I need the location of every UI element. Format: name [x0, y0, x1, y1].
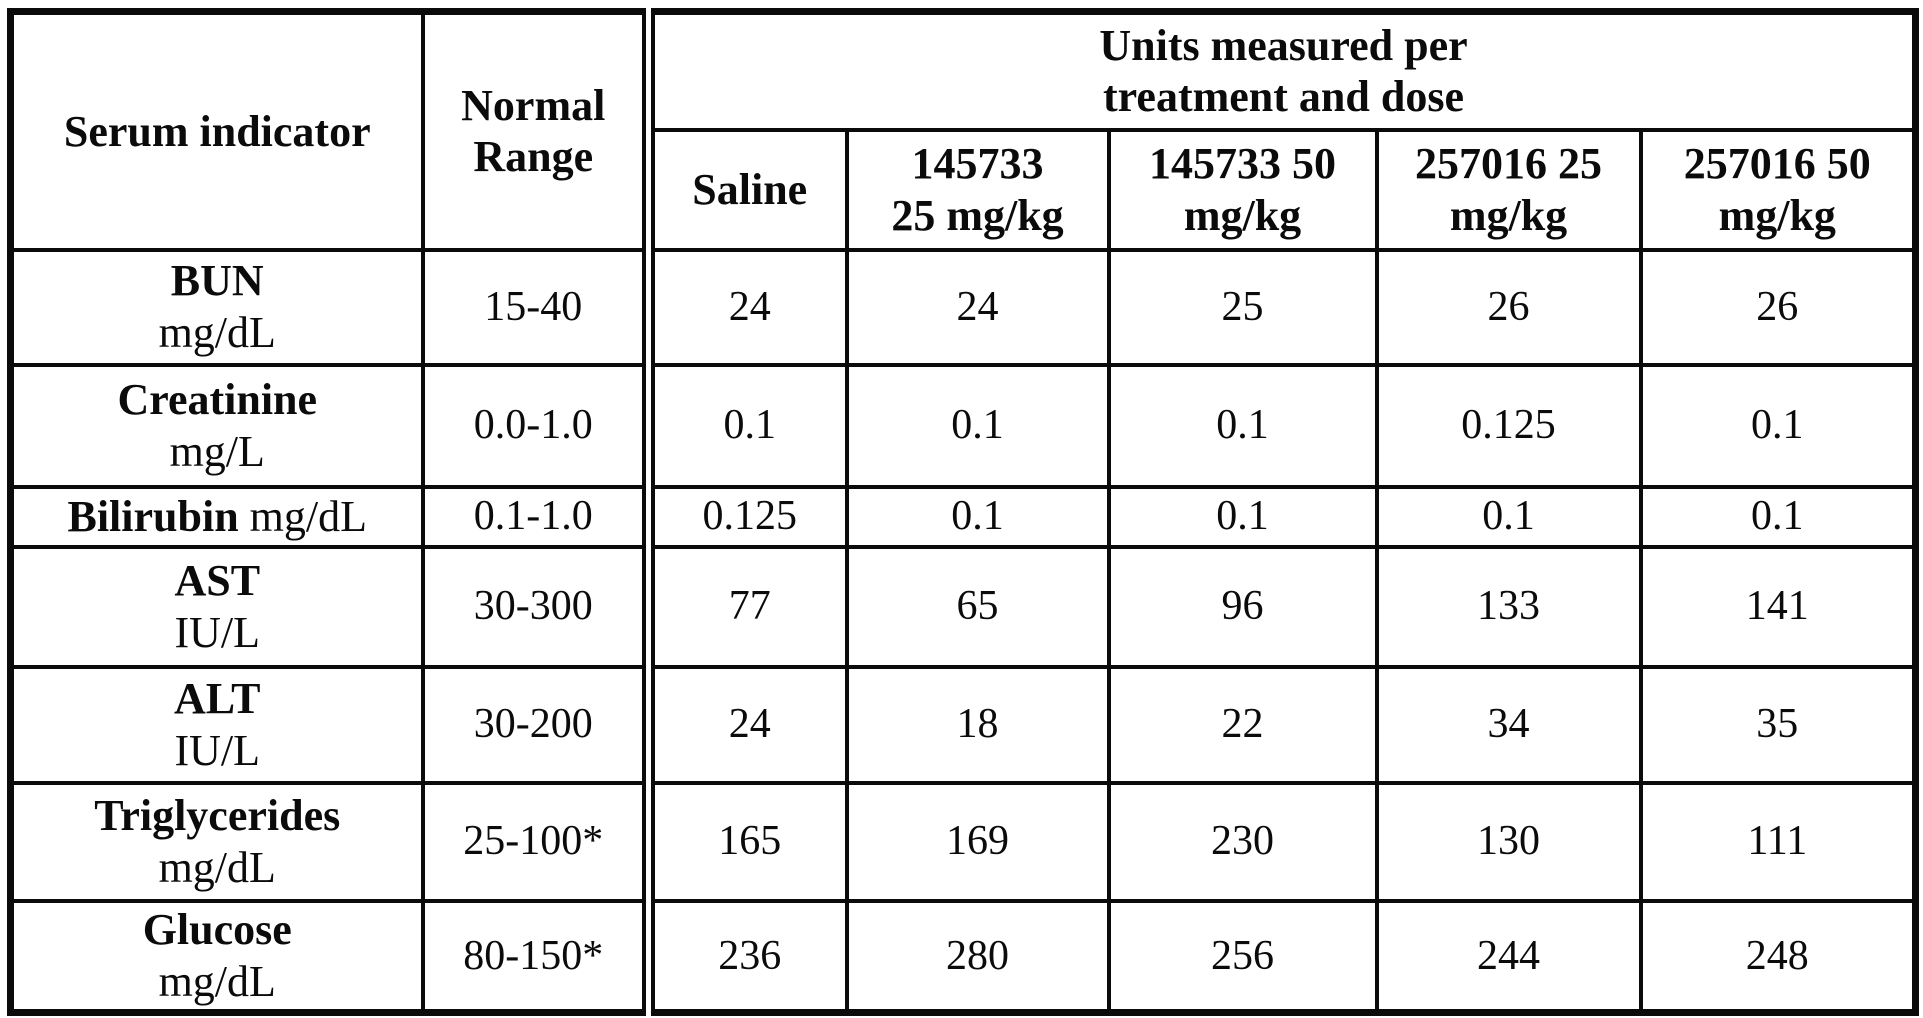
value-alt-145733-25: 18: [844, 664, 1111, 785]
header-units-line1: Units measured per: [1099, 21, 1468, 71]
value-bun-saline: 24: [642, 247, 849, 367]
header-units-line2: treatment and dose: [1103, 72, 1464, 122]
value-bilirubin-saline: 0.125: [642, 484, 849, 549]
value-ast-257016-25: 133: [1374, 544, 1643, 669]
value-alt-saline: 24: [642, 664, 849, 785]
row-label-glucose: Glucose mg/dL: [8, 898, 425, 1015]
value-bun-257016-50: 26: [1638, 247, 1918, 367]
value-creatinine-saline: 0.1: [642, 362, 849, 489]
value-creatinine-257016-50: 0.1: [1638, 362, 1918, 489]
value-ast-saline: 77: [642, 544, 849, 669]
header-treatment-145733-50: 145733 50 mg/kg: [1106, 127, 1379, 252]
value-creatinine-145733-25: 0.1: [844, 362, 1111, 489]
normal-range-glucose: 80-150*: [420, 898, 651, 1015]
value-glucose-145733-25: 280: [844, 898, 1111, 1015]
table-row-bilirubin: Bilirubin mg/dL 0.1-1.0 0.125 0.1 0.1 0.…: [8, 484, 1918, 549]
value-bilirubin-145733-50: 0.1: [1106, 484, 1379, 549]
header-serum-indicator: Serum indicator: [8, 9, 425, 252]
value-glucose-257016-25: 244: [1374, 898, 1643, 1015]
row-label-alt: ALT IU/L: [8, 664, 425, 785]
header-treatment-257016-25: 257016 25 mg/kg: [1374, 127, 1643, 252]
normal-range-ast: 30-300: [420, 544, 651, 669]
value-alt-257016-25: 34: [1374, 664, 1643, 785]
value-glucose-saline: 236: [642, 898, 849, 1015]
value-triglycerides-145733-50: 230: [1106, 780, 1379, 903]
header-treatment-saline: Saline: [642, 127, 849, 252]
value-glucose-257016-50: 248: [1638, 898, 1918, 1015]
value-bilirubin-257016-25: 0.1: [1374, 484, 1643, 549]
table-row-glucose: Glucose mg/dL 80-150* 236 280 256 244 24…: [8, 898, 1918, 1015]
row-label-bun: BUN mg/dL: [8, 247, 425, 367]
value-triglycerides-saline: 165: [642, 780, 849, 903]
table-row-ast: AST IU/L 30-300 77 65 96 133 141: [8, 544, 1918, 669]
value-bun-257016-25: 26: [1374, 247, 1643, 367]
value-alt-257016-50: 35: [1638, 664, 1918, 785]
table-row-bun: BUN mg/dL 15-40 24 24 25 26 26: [8, 247, 1918, 367]
normal-range-creatinine: 0.0-1.0: [420, 362, 651, 489]
value-triglycerides-257016-25: 130: [1374, 780, 1643, 903]
value-ast-145733-50: 96: [1106, 544, 1379, 669]
header-normal-range: Normal Range: [420, 9, 651, 252]
row-label-triglycerides: Triglycerides mg/dL: [8, 780, 425, 903]
normal-range-bilirubin: 0.1-1.0: [420, 484, 651, 549]
value-glucose-145733-50: 256: [1106, 898, 1379, 1015]
value-bun-145733-50: 25: [1106, 247, 1379, 367]
row-label-ast: AST IU/L: [8, 544, 425, 669]
value-creatinine-257016-25: 0.125: [1374, 362, 1643, 489]
value-ast-145733-25: 65: [844, 544, 1111, 669]
table-row-alt: ALT IU/L 30-200 24 18 22 34 35: [8, 664, 1918, 785]
header-treatment-257016-50: 257016 50 mg/kg: [1638, 127, 1918, 252]
value-ast-257016-50: 141: [1638, 544, 1918, 669]
table-row-creatinine: Creatinine mg/L 0.0-1.0 0.1 0.1 0.1 0.12…: [8, 362, 1918, 489]
normal-range-triglycerides: 25-100*: [420, 780, 651, 903]
row-label-bilirubin: Bilirubin mg/dL: [8, 484, 425, 549]
value-alt-145733-50: 22: [1106, 664, 1379, 785]
value-bilirubin-145733-25: 0.1: [844, 484, 1111, 549]
table-row-triglycerides: Triglycerides mg/dL 25-100* 165 169 230 …: [8, 780, 1918, 903]
normal-range-alt: 30-200: [420, 664, 651, 785]
value-bun-145733-25: 24: [844, 247, 1111, 367]
serum-indicator-table: Serum indicator Normal Range Units measu…: [7, 8, 1920, 1016]
value-bilirubin-257016-50: 0.1: [1638, 484, 1918, 549]
value-triglycerides-145733-25: 169: [844, 780, 1111, 903]
header-units-measured: Units measured per treatment and dose: [641, 9, 1918, 132]
normal-range-bun: 15-40: [420, 247, 651, 367]
row-label-creatinine: Creatinine mg/L: [8, 362, 425, 489]
value-creatinine-145733-50: 0.1: [1106, 362, 1379, 489]
value-triglycerides-257016-50: 111: [1638, 780, 1918, 903]
header-treatment-145733-25: 145733 25 mg/kg: [844, 127, 1111, 252]
